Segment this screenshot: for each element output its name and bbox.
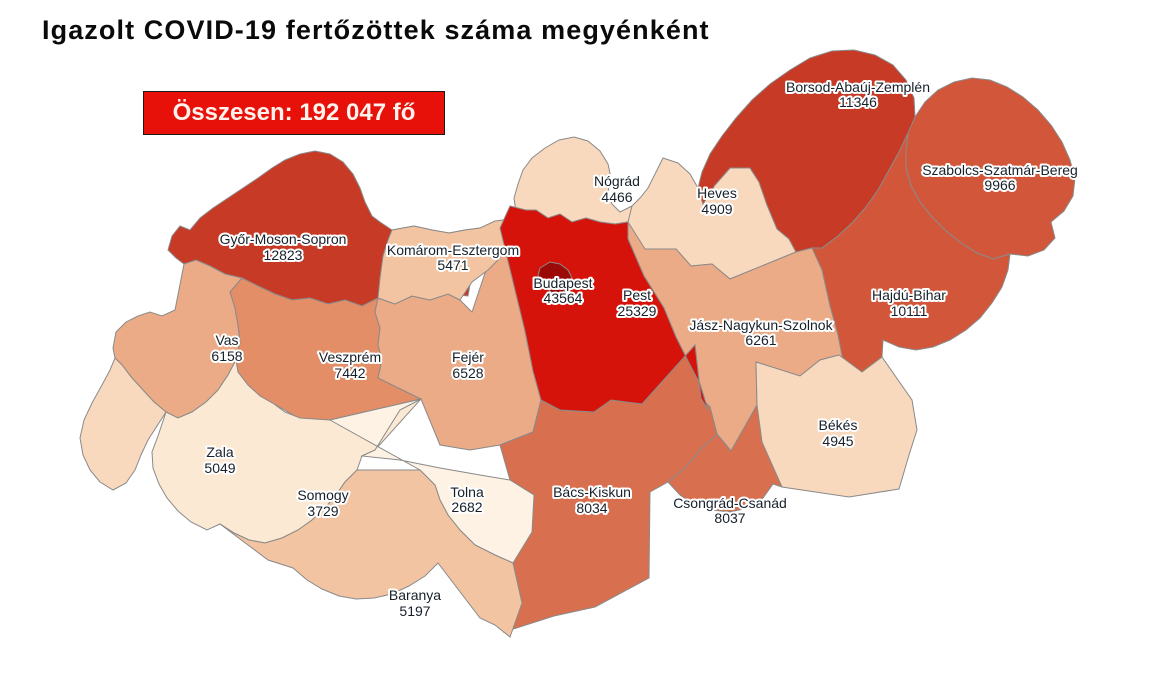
svg-text:10111: 10111	[891, 303, 928, 319]
svg-text:8034: 8034	[576, 500, 607, 516]
svg-text:8037: 8037	[714, 510, 745, 526]
svg-text:Komárom-Esztergom: Komárom-Esztergom	[387, 242, 519, 258]
svg-text:5197: 5197	[399, 603, 430, 619]
svg-text:Szabolcs-Szatmár-Bereg: Szabolcs-Szatmár-Bereg	[922, 162, 1078, 178]
svg-text:2682: 2682	[451, 499, 482, 515]
svg-text:4945: 4945	[822, 433, 853, 449]
svg-text:6158: 6158	[211, 348, 242, 364]
svg-text:Budapest: Budapest	[533, 275, 592, 291]
svg-text:Bács-Kiskun: Bács-Kiskun	[553, 484, 631, 500]
svg-text:9966: 9966	[984, 177, 1015, 193]
svg-text:6528: 6528	[452, 365, 483, 381]
svg-text:5471: 5471	[437, 257, 468, 273]
svg-text:5049: 5049	[204, 460, 235, 476]
svg-text:Tolna: Tolna	[450, 484, 484, 500]
svg-text:Nógrád: Nógrád	[594, 173, 640, 189]
svg-text:Baranya: Baranya	[389, 587, 441, 603]
svg-text:25329: 25329	[618, 303, 657, 319]
svg-text:4466: 4466	[601, 189, 632, 205]
svg-text:Pest: Pest	[623, 287, 651, 303]
svg-text:6261: 6261	[745, 332, 776, 348]
svg-text:4909: 4909	[701, 201, 732, 217]
svg-text:12823: 12823	[264, 247, 303, 263]
svg-text:Somogy: Somogy	[297, 487, 348, 503]
svg-text:Békés: Békés	[819, 417, 858, 433]
svg-text:Veszprém: Veszprém	[319, 349, 381, 365]
svg-text:11346: 11346	[839, 94, 877, 110]
svg-text:Hajdú-Bihar: Hajdú-Bihar	[872, 287, 946, 303]
svg-text:3729: 3729	[307, 503, 338, 519]
svg-text:Vas: Vas	[215, 332, 238, 348]
svg-text:Heves: Heves	[697, 185, 737, 201]
svg-text:7442: 7442	[334, 365, 365, 381]
svg-text:Zala: Zala	[206, 444, 233, 460]
svg-text:Győr-Moson-Sopron: Győr-Moson-Sopron	[220, 231, 347, 247]
svg-text:Csongrád-Csanád: Csongrád-Csanád	[673, 495, 787, 511]
svg-text:Fejér: Fejér	[452, 349, 484, 365]
svg-text:Borsod-Abaúj-Zemplén: Borsod-Abaúj-Zemplén	[786, 79, 930, 95]
svg-text:Jász-Nagykun-Szolnok: Jász-Nagykun-Szolnok	[689, 317, 833, 333]
svg-text:43564: 43564	[544, 290, 583, 306]
